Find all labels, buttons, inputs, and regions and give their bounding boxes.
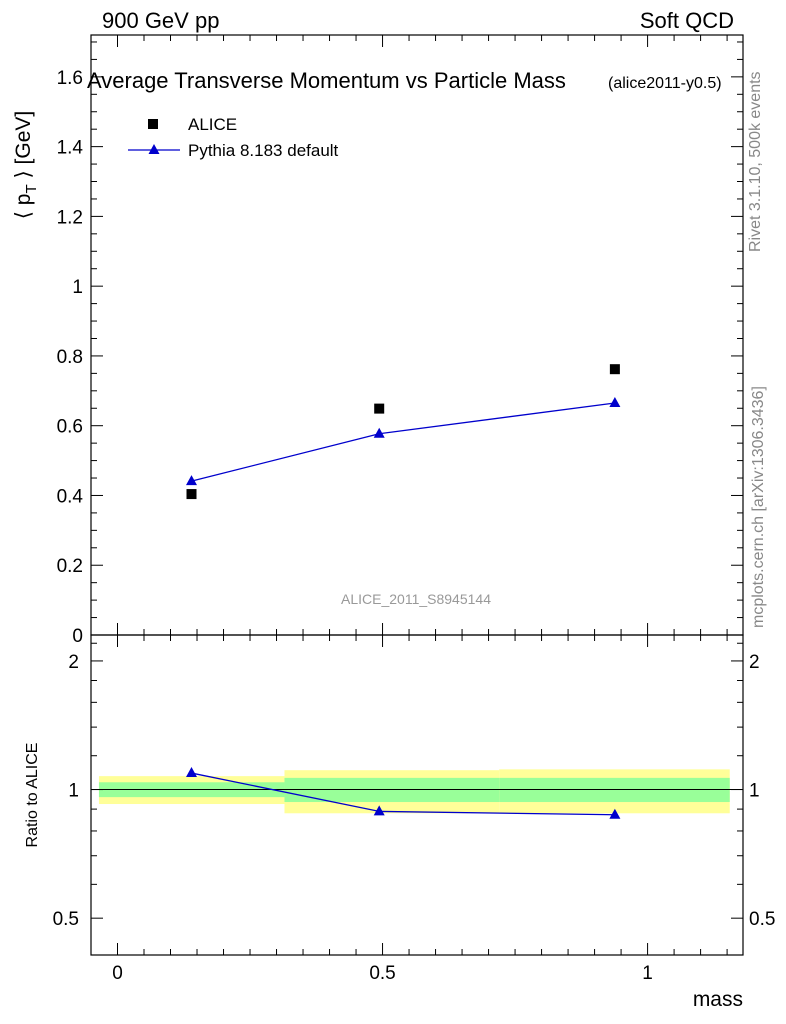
x-axis-label: mass [693, 988, 743, 1011]
ratio-y-tick-label-right: 1 [749, 781, 760, 802]
header-process-label: Soft QCD [639, 8, 734, 33]
ratio-y-tick-label: 2 [68, 652, 79, 673]
ratio-pythia-point-2 [609, 808, 621, 819]
ratio-y-tick-label-right: 2 [749, 652, 760, 673]
x-tick-label: 0 [112, 963, 123, 984]
ratio-data-marks [186, 767, 621, 819]
main-y-tick-label: 1 [72, 277, 83, 298]
ratio-y-tick-label: 0.5 [53, 909, 79, 930]
main-y-tick-label: 0.2 [57, 556, 83, 577]
pythia-point-1 [373, 427, 385, 438]
analysis-watermark: ALICE_2011_S8945144 [341, 591, 491, 607]
chart-title: Average Transverse Momentum vs Particle … [87, 68, 566, 93]
main-series-lines [191, 402, 615, 482]
alice-point-0 [186, 489, 197, 500]
main-y-tick-label: 1.2 [57, 207, 83, 228]
ratio-y-axis-label: Ratio to ALICE [24, 743, 41, 848]
x-tick-label: 1 [642, 963, 653, 984]
legend-alice-label: ALICE [188, 115, 237, 134]
main-y-tick-label: 0.6 [57, 417, 83, 438]
ratio-uncertainty-bands [91, 769, 743, 814]
x-tick-label: 0.5 [369, 963, 395, 984]
main-data-marks [186, 364, 621, 500]
ratio-axes: 0 0.5 1 0.5 0.5 1 1 2 2 [53, 634, 775, 984]
main-y-tick-label: 1.4 [57, 138, 84, 159]
main-y-tick-label: 0 [72, 626, 83, 647]
ratio-pythia-point-0 [186, 767, 198, 778]
legend-alice-marker [148, 119, 158, 129]
main-y-axis-label: ⟨ pT ⟩ [GeV] [12, 111, 40, 219]
ratio-y-tick-label: 1 [68, 781, 79, 802]
main-y-tick-label: 0.8 [57, 347, 83, 368]
rivet-version-label: Rivet 3.1.10, 500k events [747, 71, 764, 252]
pythia-point-2 [609, 397, 621, 408]
main-y-tick-label: 1.6 [57, 68, 83, 89]
ratio-y-tick-label-right: 0.5 [749, 909, 775, 930]
legend-pythia-label: Pythia 8.183 default [188, 141, 339, 160]
pythia-point-0 [186, 475, 198, 486]
alice-point-1 [374, 403, 385, 414]
pythia-line [191, 402, 615, 482]
header-energy-label: 900 GeV pp [102, 8, 220, 33]
chart-subtitle: (alice2011-y0.5) [608, 75, 722, 92]
legend-pythia-marker [148, 144, 160, 154]
main-y-tick-label: 0.4 [57, 486, 84, 507]
mcplots-reference-label: mcplots.cern.ch [arXiv:1306.3436] [750, 386, 767, 628]
ratio-frame [90, 634, 744, 956]
alice-point-2 [609, 364, 620, 375]
main-axes: 0 0.2 0.4 0.6 0.8 1 1.2 1.4 1.6 [57, 34, 744, 647]
legend: ALICE Pythia 8.183 default [128, 115, 339, 160]
ratio-pythia-point-1 [373, 805, 385, 816]
